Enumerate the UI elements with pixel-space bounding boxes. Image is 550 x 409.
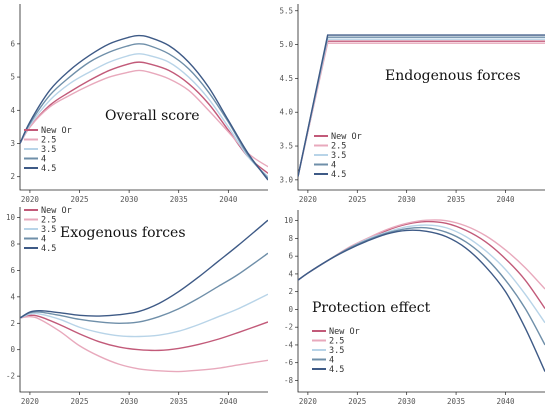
series-line-2.5 bbox=[298, 42, 545, 177]
x-tick-label: 2040 bbox=[219, 195, 238, 204]
series-line-3.5 bbox=[20, 53, 268, 178]
y-tick-label: 6 bbox=[10, 39, 15, 48]
legend-label: 3.5 bbox=[41, 225, 56, 235]
series-line-new-or bbox=[20, 61, 268, 174]
x-tick-label: 2020 bbox=[21, 397, 40, 406]
legend-label: New Or bbox=[329, 327, 360, 337]
y-tick-label: 4 bbox=[10, 106, 15, 115]
panel-2: 2020 2025 2030 2035 2040 3.0 3.5 4.0 4.5 5.0 5.5 En… bbox=[279, 4, 545, 204]
legend-label: 2.5 bbox=[41, 216, 56, 226]
y-tick-label: -2 bbox=[6, 372, 15, 381]
x-tick-label: 2025 bbox=[348, 397, 366, 406]
x-tick-label: 2025 bbox=[348, 195, 366, 204]
y-tick-label: 6 bbox=[10, 266, 15, 275]
x-tick-label: 2035 bbox=[447, 195, 465, 204]
series-line-4.5 bbox=[298, 229, 545, 372]
series-line-4.5 bbox=[20, 34, 268, 181]
series-line-2.5 bbox=[20, 69, 268, 168]
x-tick-label: 2040 bbox=[219, 397, 238, 406]
panel-3: 2020 2025 2030 2035 2040 -2 0 2 4 6 8 10 Exogenous f… bbox=[6, 206, 268, 406]
legend-label: 4.5 bbox=[329, 365, 344, 375]
series-line-4 bbox=[20, 43, 268, 179]
series-line-4.5 bbox=[20, 219, 268, 319]
legend-label: 3.5 bbox=[41, 145, 56, 155]
x-tick-label: 2035 bbox=[170, 397, 188, 406]
y-tick-label: 5.5 bbox=[279, 6, 293, 15]
legend-label: 4.5 bbox=[41, 164, 56, 174]
axis-frame bbox=[19, 4, 268, 191]
y-tick-label: -2 bbox=[284, 323, 293, 332]
y-tick-label: 0 bbox=[288, 305, 293, 314]
x-tick-label: 2030 bbox=[120, 397, 139, 406]
series-line-4.5 bbox=[298, 34, 545, 177]
y-tick-label: 4 bbox=[10, 292, 15, 301]
x-tick-label: 2020 bbox=[299, 195, 318, 204]
series-line-new-or bbox=[20, 314, 268, 352]
y-tick-label: -6 bbox=[284, 358, 294, 367]
y-tick-label: 4.5 bbox=[279, 74, 293, 83]
panel-4: 2020 2025 2030 2035 2040 -8 -6 -4 -2 0 2 4 6 8 10 Prote… bbox=[284, 210, 545, 406]
series-line-3.5 bbox=[20, 293, 268, 338]
panel-title: Overall score bbox=[105, 108, 200, 124]
legend-label: New Or bbox=[41, 206, 72, 216]
x-tick-label: 2030 bbox=[398, 195, 417, 204]
y-tick-label: 4.0 bbox=[279, 108, 293, 117]
y-tick-label: 3 bbox=[10, 139, 15, 148]
y-tick-label: 4 bbox=[288, 269, 293, 278]
series-line-4 bbox=[20, 252, 268, 324]
legend-label: 3.5 bbox=[331, 151, 346, 161]
y-tick-label: 3.0 bbox=[279, 175, 293, 184]
y-tick-label: 10 bbox=[284, 216, 294, 225]
axis-frame bbox=[297, 210, 545, 393]
x-tick-label: 2025 bbox=[70, 397, 88, 406]
legend-label: 4.5 bbox=[41, 244, 56, 254]
legend-label: 4 bbox=[41, 235, 46, 245]
axis-frame bbox=[19, 207, 268, 393]
x-tick-label: 2025 bbox=[70, 195, 88, 204]
y-tick-label: 8 bbox=[10, 240, 15, 249]
y-tick-label: -4 bbox=[284, 340, 294, 349]
legend-label: 4 bbox=[331, 161, 336, 171]
legend-label: 2.5 bbox=[329, 337, 344, 347]
y-tick-label: 0 bbox=[10, 345, 15, 354]
legend-label: New Or bbox=[331, 132, 362, 142]
y-tick-label: 2 bbox=[288, 287, 293, 296]
panel-1: 2020 2025 2030 2035 2040 2 3 4 5 6 Overall score Ne… bbox=[10, 4, 268, 204]
series-line-2.5 bbox=[20, 315, 268, 373]
y-tick-label: 6 bbox=[288, 252, 293, 261]
x-tick-label: 2040 bbox=[496, 397, 515, 406]
y-tick-label: 5.0 bbox=[279, 40, 293, 49]
y-tick-label: 5 bbox=[10, 73, 15, 82]
x-tick-label: 2020 bbox=[21, 195, 40, 204]
legend-label: 2.5 bbox=[331, 142, 346, 152]
legend-label: 2.5 bbox=[41, 136, 56, 146]
y-tick-label: 10 bbox=[6, 213, 16, 222]
panel-title: Protection effect bbox=[312, 300, 431, 316]
x-tick-label: 2030 bbox=[120, 195, 139, 204]
axis-frame bbox=[297, 4, 545, 191]
x-tick-label: 2020 bbox=[299, 397, 318, 406]
legend-label: 4 bbox=[41, 155, 46, 165]
legend-label: 4 bbox=[329, 356, 334, 366]
legend-label: 4.5 bbox=[331, 170, 346, 180]
y-tick-label: -8 bbox=[284, 376, 294, 385]
panel-title: Endogenous forces bbox=[385, 68, 521, 84]
x-tick-label: 2040 bbox=[496, 195, 515, 204]
panel-title: Exogenous forces bbox=[60, 225, 186, 241]
y-tick-label: 3.5 bbox=[279, 142, 293, 151]
legend-label: New Or bbox=[41, 126, 72, 136]
x-tick-label: 2030 bbox=[398, 397, 417, 406]
x-tick-label: 2035 bbox=[170, 195, 188, 204]
y-tick-label: 2 bbox=[10, 172, 15, 181]
y-tick-label: 8 bbox=[288, 234, 293, 243]
x-tick-label: 2035 bbox=[447, 397, 465, 406]
y-tick-label: 2 bbox=[10, 319, 15, 328]
legend-label: 3.5 bbox=[329, 346, 344, 356]
